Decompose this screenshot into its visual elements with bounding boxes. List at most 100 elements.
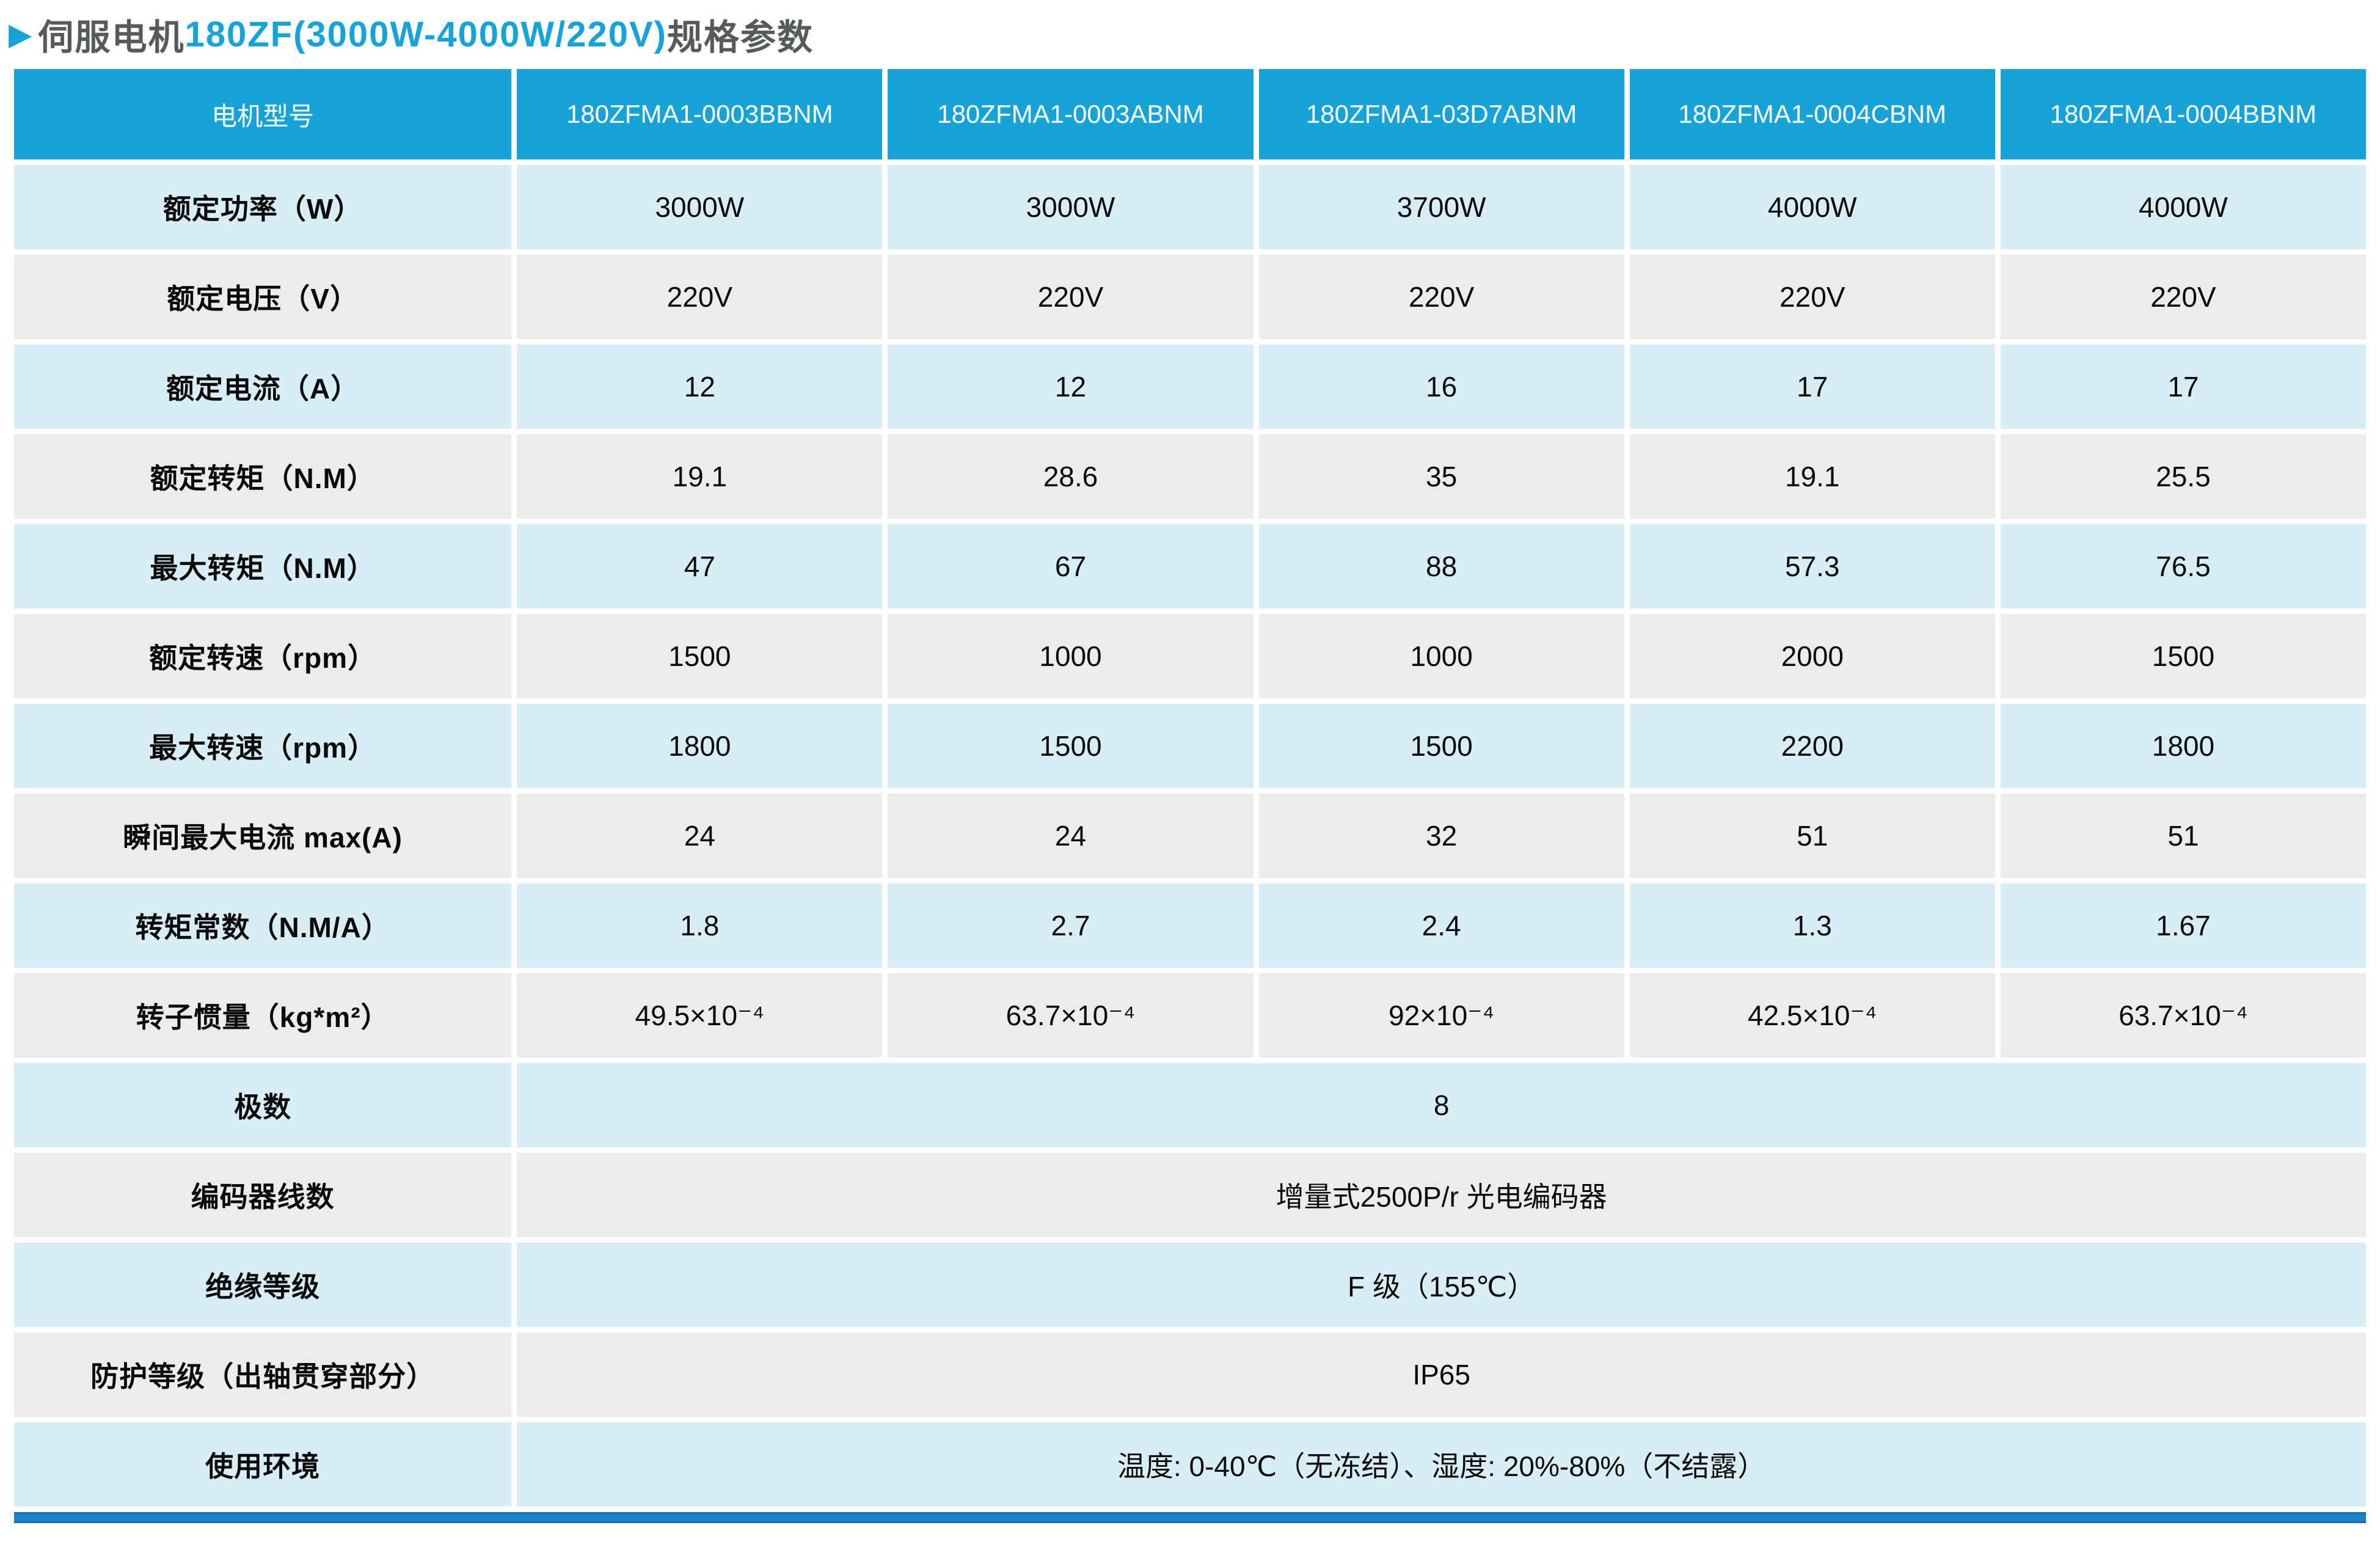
value-cell-col-4: 2200 — [1629, 704, 1995, 788]
row-label-cell: 额定转速（rpm） — [14, 614, 512, 698]
value-cell-col-1: 1800 — [517, 704, 883, 788]
row-label-cell: 最大转速（rpm） — [14, 704, 512, 788]
value-cell-col-1: 3000W — [517, 165, 883, 249]
value-cell-col-1: 47 — [517, 524, 883, 609]
value-cell-col-3: 35 — [1258, 434, 1624, 519]
table-row: 转子惯量（kg*m²） 49.5×10⁻⁴ 63.7×10⁻⁴ 92×10⁻⁴ 42.5… — [14, 973, 2366, 1058]
value-cell-col-1: 220V — [517, 255, 883, 339]
value-cell-col-2: 220V — [888, 255, 1254, 339]
value-cell-col-3: 220V — [1258, 255, 1624, 339]
value-cell-col-2: 28.6 — [888, 434, 1254, 519]
table-row: 防护等级（出轴贯穿部分） IP65 — [14, 1333, 2366, 1417]
merged-value-cell: IP65 — [517, 1333, 2366, 1417]
value-cell-col-5: 1800 — [2000, 704, 2366, 788]
value-cell-col-2: 63.7×10⁻⁴ — [888, 973, 1254, 1058]
value-cell-col-2: 1000 — [888, 614, 1254, 698]
header-row: 电机型号 180ZFMA1-0003BBNM 180ZFMA1-0003ABNM 18… — [14, 69, 2366, 159]
value-cell-col-4: 1.3 — [1629, 883, 1995, 968]
value-cell-col-1: 1.8 — [517, 883, 883, 968]
value-cell-col-5: 76.5 — [2000, 524, 2366, 609]
value-cell-col-1: 49.5×10⁻⁴ — [517, 973, 883, 1058]
title-prefix: 伺服电机 — [38, 18, 185, 57]
merged-value-cell: 温度: 0-40℃（无冻结）、湿度: 20%-80%（不结露） — [517, 1422, 2366, 1507]
value-cell-col-4: 2000 — [1629, 614, 1995, 698]
value-cell-col-1: 19.1 — [517, 434, 883, 519]
table-row: 最大转速（rpm） 1800 1500 1500 2200 1800 — [14, 704, 2366, 788]
row-label-cell: 绝缘等级 — [14, 1243, 512, 1327]
value-cell-col-3: 3700W — [1258, 165, 1624, 249]
table-row: 编码器线数 增量式2500P/r 光电编码器 — [14, 1153, 2366, 1237]
value-cell-col-2: 12 — [888, 345, 1254, 429]
table-row: 额定电流（A） 12 12 16 17 17 — [14, 345, 2366, 429]
table-row: 额定电压（V） 220V 220V 220V 220V 220V — [14, 255, 2366, 339]
value-cell-col-1: 12 — [517, 345, 883, 429]
value-cell-col-4: 51 — [1629, 794, 1995, 878]
merged-value-cell: F 级（155℃） — [517, 1243, 2366, 1327]
value-cell-col-3: 92×10⁻⁴ — [1258, 973, 1624, 1058]
value-cell-col-2: 24 — [888, 794, 1254, 878]
merged-value-cell: 增量式2500P/r 光电编码器 — [517, 1153, 2366, 1237]
value-cell-col-4: 220V — [1629, 255, 1995, 339]
value-cell-col-5: 51 — [2000, 794, 2366, 878]
table-row: 绝缘等级 F 级（155℃） — [14, 1243, 2366, 1327]
value-cell-col-2: 67 — [888, 524, 1254, 609]
row-label-cell: 额定电流（A） — [14, 345, 512, 429]
value-cell-col-4: 17 — [1629, 345, 1995, 429]
value-cell-col-4: 57.3 — [1629, 524, 1995, 609]
value-cell-col-4: 42.5×10⁻⁴ — [1629, 973, 1995, 1058]
value-cell-col-2: 1500 — [888, 704, 1254, 788]
row-label-cell: 防护等级（出轴贯穿部分） — [14, 1333, 512, 1417]
row-label-cell: 额定电压（V） — [14, 255, 512, 339]
row-label-cell: 额定功率（W） — [14, 165, 512, 249]
value-cell-col-5: 4000W — [2000, 165, 2366, 249]
table-row: 额定转矩（N.M） 19.1 28.6 35 19.1 25.5 — [14, 434, 2366, 519]
header-cell-model-4: 180ZFMA1-0004CBNM — [1629, 69, 1995, 159]
header-cell-model-2: 180ZFMA1-0003ABNM — [888, 69, 1254, 159]
value-cell-col-5: 1.67 — [2000, 883, 2366, 968]
value-cell-col-3: 1000 — [1258, 614, 1624, 698]
value-cell-col-5: 220V — [2000, 255, 2366, 339]
title-suffix: 规格参数 — [667, 18, 814, 57]
table-header-row: 电机型号 180ZFMA1-0003BBNM 180ZFMA1-0003ABNM 18… — [14, 69, 2366, 159]
value-cell-col-2: 3000W — [888, 165, 1254, 249]
table-row: 额定转速（rpm） 1500 1000 1000 2000 1500 — [14, 614, 2366, 698]
table-row: 使用环境 温度: 0-40℃（无冻结）、湿度: 20%-80%（不结露） — [14, 1422, 2366, 1507]
value-cell-col-4: 19.1 — [1629, 434, 1995, 519]
value-cell-col-5: 25.5 — [2000, 434, 2366, 519]
row-label-cell: 编码器线数 — [14, 1153, 512, 1237]
table-row: 极数 8 — [14, 1063, 2366, 1147]
value-cell-col-3: 32 — [1258, 794, 1624, 878]
row-label-cell: 转矩常数（N.M/A） — [14, 883, 512, 968]
value-cell-col-5: 1500 — [2000, 614, 2366, 698]
row-label-cell: 额定转矩（N.M） — [14, 434, 512, 519]
header-cell-model-5: 180ZFMA1-0004BBNM — [2000, 69, 2366, 159]
row-label-cell: 极数 — [14, 1063, 512, 1147]
title-model-range: 180ZF(3000W-4000W/220V) — [184, 14, 667, 54]
value-cell-col-3: 88 — [1258, 524, 1624, 609]
value-cell-col-4: 4000W — [1629, 165, 1995, 249]
table-row: 转矩常数（N.M/A） 1.8 2.7 2.4 1.3 1.67 — [14, 883, 2366, 968]
arrow-bullet-icon: ▶ — [9, 17, 34, 51]
header-cell-model-3: 180ZFMA1-03D7ABNM — [1258, 69, 1624, 159]
table-row: 瞬间最大电流 max(A) 24 24 32 51 51 — [14, 794, 2366, 878]
value-cell-col-3: 16 — [1258, 345, 1624, 429]
motor-spec-table: 电机型号 180ZFMA1-0003BBNM 180ZFMA1-0003ABNM 18… — [9, 64, 2371, 1512]
page-title: ▶ 伺服电机 180ZF(3000W-4000W/220V) 规格参数 — [9, 6, 2371, 62]
value-cell-col-5: 63.7×10⁻⁴ — [2000, 973, 2366, 1058]
value-cell-col-1: 1500 — [517, 614, 883, 698]
merged-value-cell: 8 — [517, 1063, 2366, 1147]
value-cell-col-1: 24 — [517, 794, 883, 878]
row-label-cell: 使用环境 — [14, 1422, 512, 1507]
row-label-cell: 最大转矩（N.M） — [14, 524, 512, 609]
value-cell-col-3: 2.4 — [1258, 883, 1624, 968]
row-label-cell: 转子惯量（kg*m²） — [14, 973, 512, 1058]
header-cell-model-1: 180ZFMA1-0003BBNM — [517, 69, 883, 159]
table-row: 额定功率（W） 3000W 3000W 3700W 4000W 4000W — [14, 165, 2366, 249]
value-cell-col-5: 17 — [2000, 345, 2366, 429]
table-body: 额定功率（W） 3000W 3000W 3700W 4000W 4000W 额定电压（V） 2… — [14, 165, 2366, 1507]
value-cell-col-3: 1500 — [1258, 704, 1624, 788]
header-cell-model-label: 电机型号 — [14, 69, 512, 159]
table-row: 最大转矩（N.M） 47 67 88 57.3 76.5 — [14, 524, 2366, 609]
row-label-cell: 瞬间最大电流 max(A) — [14, 794, 512, 878]
